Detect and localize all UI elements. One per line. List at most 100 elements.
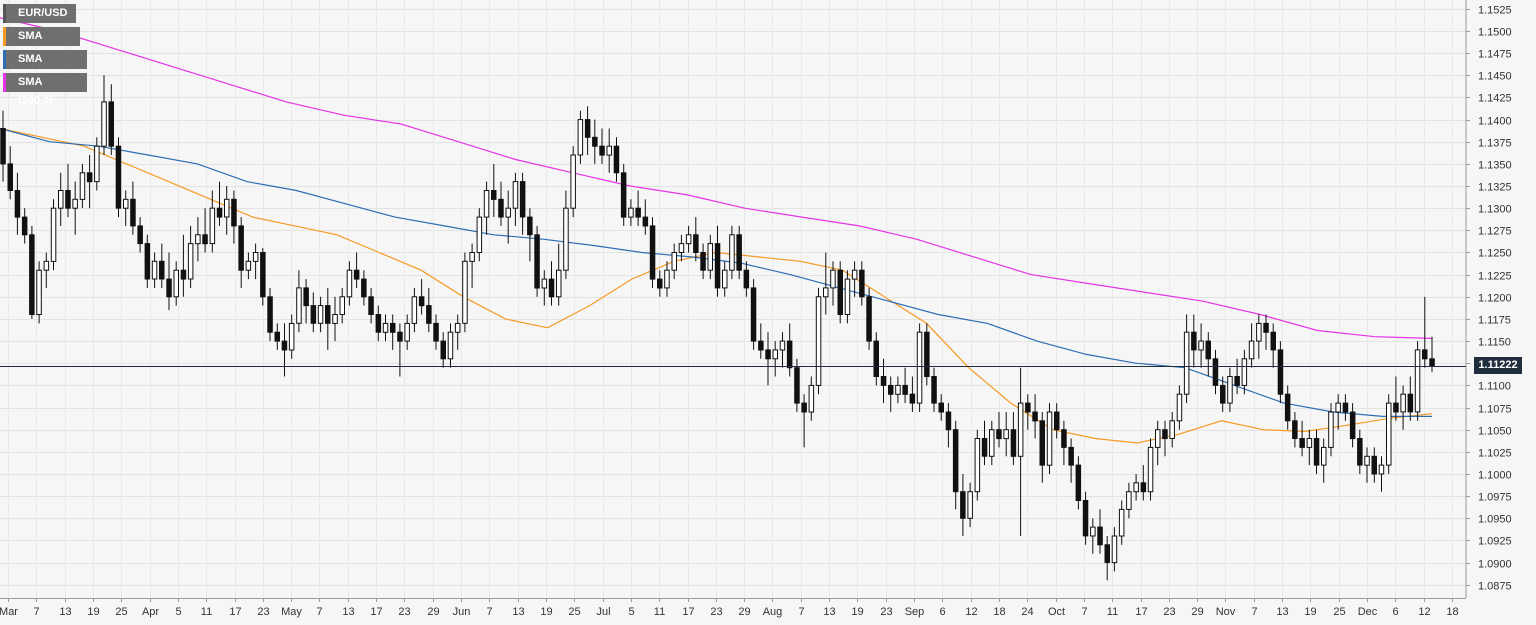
x-tick-label: Sep	[905, 606, 925, 618]
candle	[1349, 403, 1356, 448]
candle	[577, 110, 584, 164]
y-tick-label: 1.1200	[1478, 293, 1512, 305]
candle	[1220, 376, 1226, 412]
candle	[1054, 403, 1060, 439]
x-tick-label: 13	[59, 606, 71, 618]
x-tick-label: 13	[342, 606, 354, 618]
x-tick-label: 17	[682, 606, 694, 618]
candle	[1328, 403, 1334, 457]
candle	[779, 332, 786, 368]
candle	[1335, 394, 1341, 430]
candle	[1393, 376, 1399, 421]
candle	[79, 163, 86, 209]
candle	[137, 217, 143, 253]
candle	[1017, 367, 1024, 536]
candle	[967, 482, 973, 528]
candle	[29, 225, 35, 319]
legend-item-sma200[interactable]: SMA (200,0)	[3, 73, 87, 107]
x-tick-label: 25	[1333, 606, 1345, 618]
candle	[750, 279, 757, 350]
candle	[1248, 323, 1255, 368]
x-tick-label: 25	[568, 606, 580, 618]
candle	[1126, 482, 1132, 519]
candle	[808, 376, 815, 421]
candle	[1104, 536, 1110, 581]
x-tick-label: May	[281, 606, 302, 618]
candle	[1364, 447, 1370, 483]
candle	[880, 358, 887, 404]
candle	[952, 420, 959, 510]
candle	[14, 172, 21, 235]
candle	[390, 314, 396, 350]
candle	[101, 75, 107, 155]
candle	[570, 146, 576, 218]
candle	[317, 296, 324, 333]
y-tick-label: 1.1300	[1478, 204, 1512, 216]
candle	[1342, 394, 1349, 421]
candle	[584, 106, 591, 155]
y-tick-label: 1.0925	[1478, 536, 1512, 548]
candle	[180, 234, 187, 297]
y-tick-label: 1.0975	[1478, 492, 1512, 504]
candle	[454, 314, 461, 350]
x-tick-label: 7	[1251, 606, 1257, 618]
y-tick-label: 1.1250	[1478, 248, 1512, 260]
candle	[1176, 385, 1183, 430]
candle	[1371, 447, 1377, 483]
candle	[332, 296, 338, 342]
candle	[1191, 314, 1197, 368]
candle	[1010, 412, 1017, 466]
y-tick-label: 1.1325	[1478, 182, 1512, 194]
x-tick-label: Dec	[1358, 606, 1378, 618]
candle	[707, 234, 713, 280]
candle	[303, 279, 309, 324]
legend: EUR/USD SMA (50,0) SMA (100,0) SMA (200,…	[3, 4, 87, 107]
candle	[635, 190, 641, 226]
candle	[1039, 412, 1045, 483]
x-tick-label: 23	[1163, 606, 1175, 618]
candle	[1046, 403, 1053, 474]
candle	[613, 137, 620, 182]
candle	[260, 248, 266, 306]
candle	[1234, 358, 1240, 395]
candle	[859, 261, 865, 306]
x-tick-label: Apr	[142, 606, 159, 618]
candle	[202, 208, 208, 253]
candle	[462, 252, 468, 333]
candle	[1032, 394, 1038, 439]
candle	[534, 225, 540, 297]
candle	[1256, 314, 1262, 359]
y-tick-label: 1.1025	[1478, 448, 1512, 460]
legend-item-sma100[interactable]: SMA (100,0)	[3, 50, 87, 84]
y-tick-label: 1.1450	[1478, 71, 1512, 83]
y-tick-label: 1.0875	[1478, 581, 1512, 593]
x-tick-label: 23	[710, 606, 722, 618]
candle	[1169, 412, 1175, 448]
x-tick-label: 7	[798, 606, 804, 618]
candle	[1205, 332, 1211, 377]
candle	[700, 243, 706, 280]
candle	[888, 376, 894, 412]
legend-item-sma50[interactable]: SMA (50,0)	[3, 27, 80, 61]
y-tick-label: 1.1500	[1478, 27, 1512, 39]
candle	[1407, 376, 1414, 421]
candle	[281, 323, 288, 377]
candle	[1212, 349, 1219, 395]
x-tick-label: 19	[87, 606, 99, 618]
candle	[671, 243, 677, 280]
candle	[989, 420, 995, 466]
candle	[931, 367, 937, 412]
candle	[151, 252, 158, 288]
candle	[411, 287, 418, 333]
candle	[844, 270, 851, 324]
x-tick-label: 7	[316, 606, 322, 618]
legend-item-eurusd[interactable]: EUR/USD	[3, 4, 76, 23]
x-tick-label: 11	[201, 606, 212, 618]
candle	[1386, 394, 1392, 474]
candle	[974, 429, 981, 501]
x-tick-label: Aug	[763, 606, 783, 618]
x-tick-label: Jun	[453, 606, 471, 618]
candle	[505, 190, 511, 244]
candle	[483, 181, 490, 235]
